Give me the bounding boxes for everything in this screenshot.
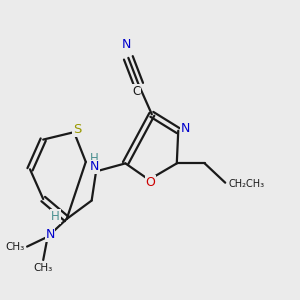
Text: CH₃: CH₃ <box>5 242 25 252</box>
Text: CH₂CH₃: CH₂CH₃ <box>228 179 264 189</box>
Text: H: H <box>51 210 60 223</box>
Text: N: N <box>45 228 55 241</box>
Text: H: H <box>90 152 99 165</box>
Text: O: O <box>146 176 155 189</box>
Text: S: S <box>73 123 81 136</box>
Text: N: N <box>181 122 190 135</box>
Text: C: C <box>132 85 140 98</box>
Text: CH₃: CH₃ <box>34 263 53 273</box>
Text: N: N <box>121 38 131 51</box>
Text: N: N <box>90 160 99 173</box>
